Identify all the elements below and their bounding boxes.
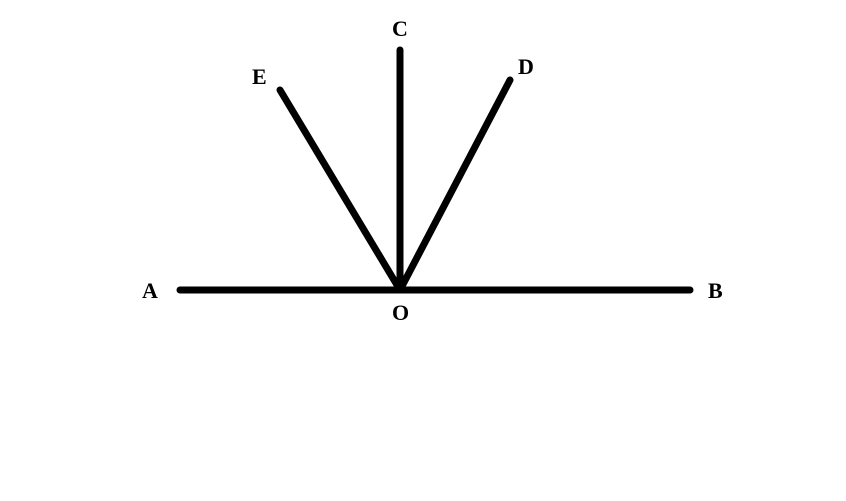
ray-O-D — [400, 80, 510, 290]
label-B: B — [708, 278, 723, 303]
ray-O-E — [280, 90, 400, 290]
geometry-diagram: A B C D E O — [0, 0, 846, 501]
label-E: E — [252, 64, 267, 89]
label-C: C — [392, 16, 408, 41]
label-group: A B C D E O — [142, 16, 723, 325]
label-O: O — [392, 300, 409, 325]
label-A: A — [142, 278, 158, 303]
label-D: D — [518, 54, 534, 79]
